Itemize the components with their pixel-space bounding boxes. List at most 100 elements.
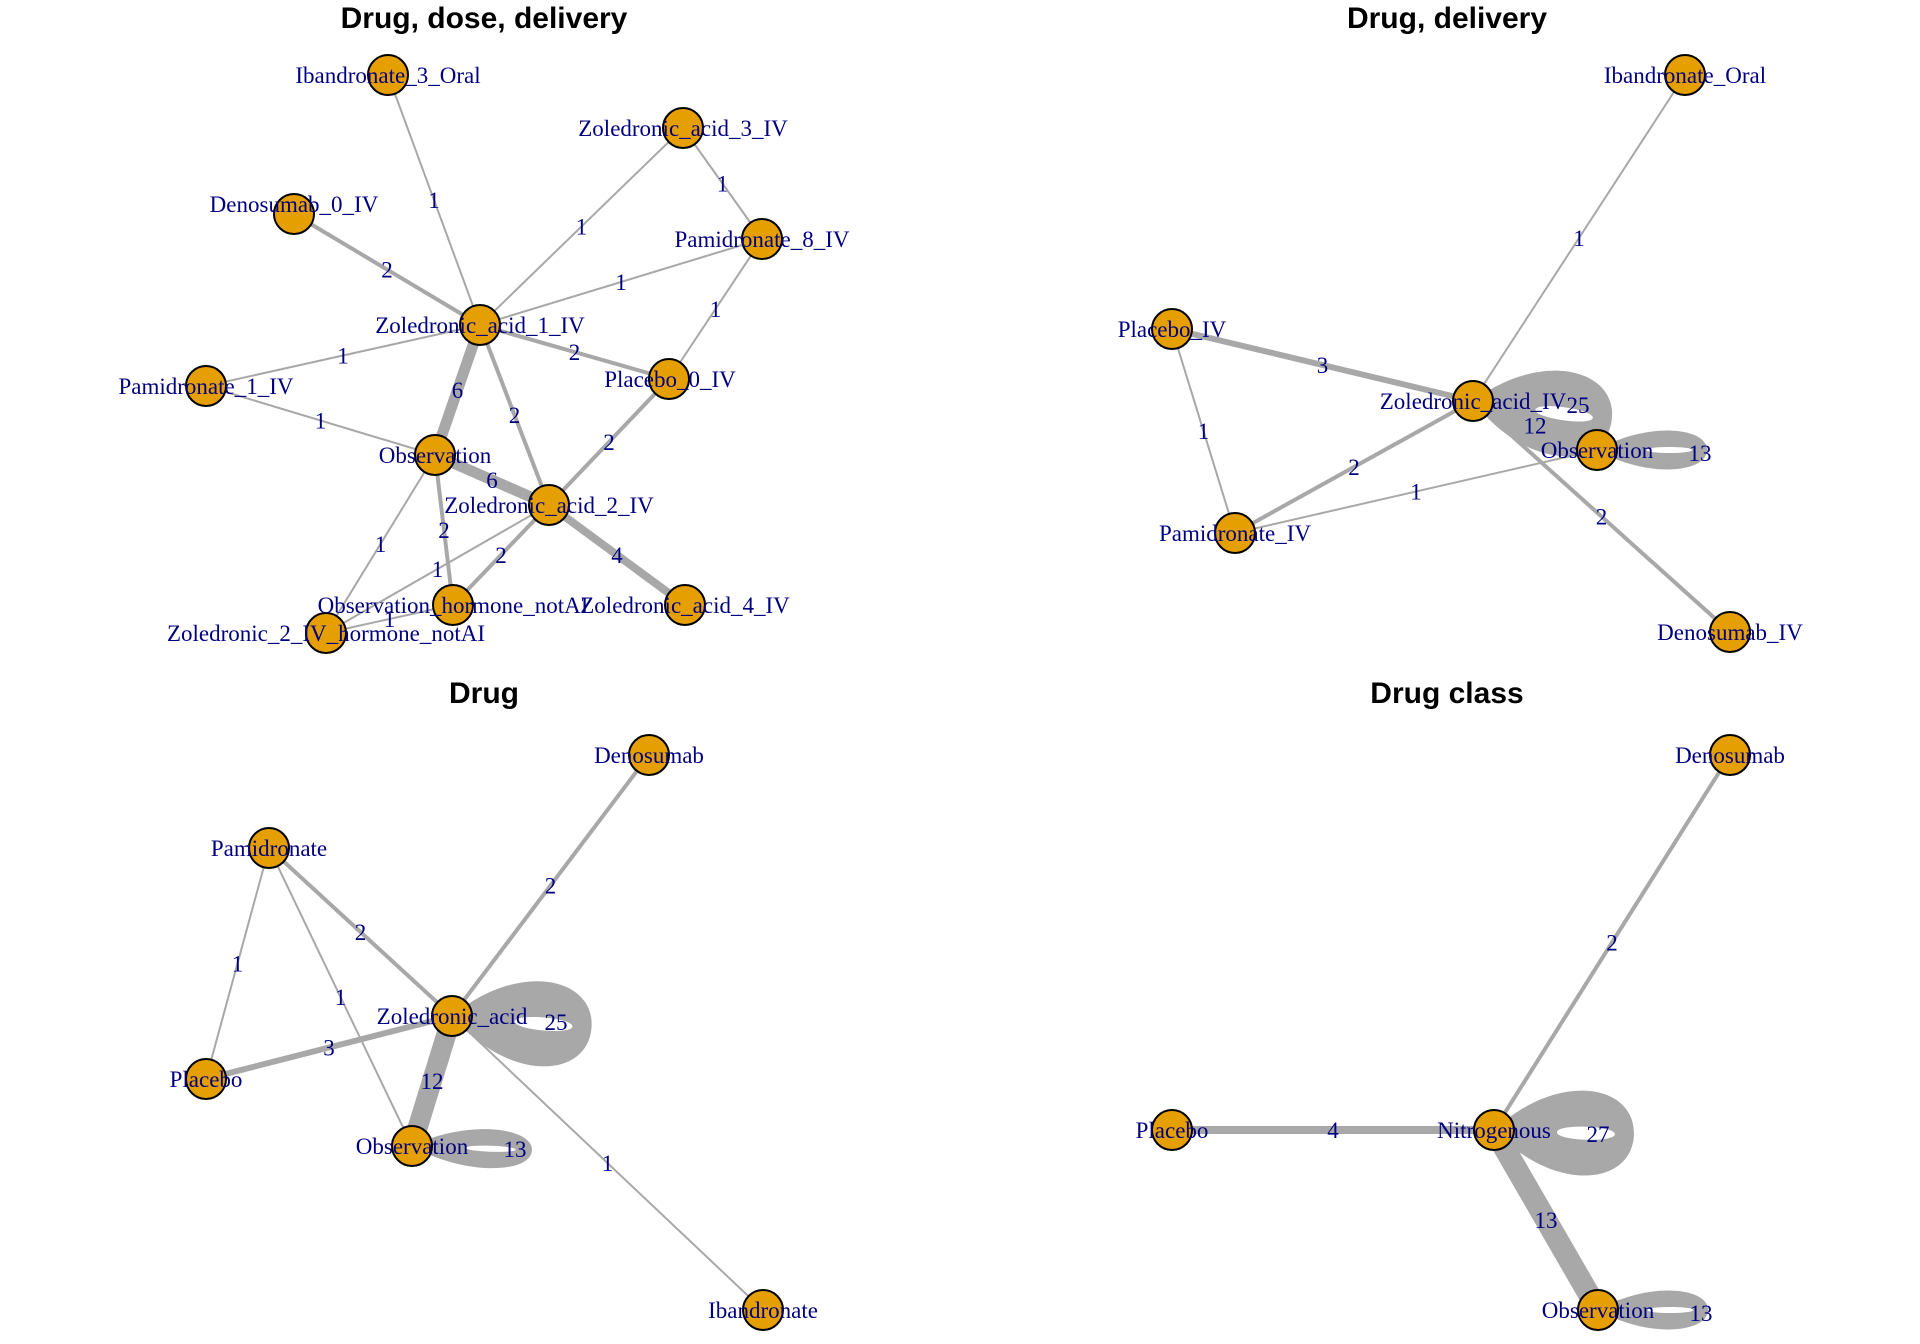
node-denosumab-0-iv [273, 193, 315, 235]
node-label: Denosumab_IV [1657, 620, 1803, 645]
node-denosumab [1709, 734, 1751, 776]
node-denosumab [628, 734, 670, 776]
edge-weight-label: 1 [315, 409, 327, 434]
node-label: Pamidronate_8_IV [674, 227, 849, 252]
edge-layer [205, 753, 764, 1311]
edge-weight-label: 2 [569, 340, 581, 365]
panel-title: Drug [449, 677, 519, 710]
node-label: Observation [379, 443, 492, 468]
node-label: Nitrogenous [1437, 1118, 1551, 1143]
edge-weight-label: 2 [355, 920, 367, 945]
edge-zoledronic-acid-iv-to-denosumab-iv [1471, 399, 1732, 634]
node-label: Placebo_0_IV [604, 367, 736, 392]
edge-weight-label: 1 [384, 607, 396, 632]
edge-observation-to-zoledronic-2-iv-hormone-notai [325, 454, 436, 634]
edge-layer [1172, 753, 1732, 1316]
self-loop-hole [1647, 1307, 1694, 1313]
edge-weight-label: 1 [375, 532, 387, 557]
edge-weight-label: 2 [438, 518, 450, 543]
edge-weight-label: 4 [611, 543, 623, 568]
edge-weight-label: 1 [1573, 226, 1585, 251]
edge-weight-label: 13 [504, 1137, 527, 1162]
node-ibandronate-oral [1664, 54, 1706, 96]
node-label: Ibandronate_Oral [1604, 63, 1766, 88]
edge-layer [205, 74, 763, 634]
node-placebo [185, 1058, 227, 1100]
edge-observation-hormone-notai-to-zoledronic-2-iv-hormone-notai [325, 604, 454, 634]
node-label: Placebo [170, 1067, 243, 1092]
edge-pamidronate-8-iv-to-zoledronic-acid-1-iv [479, 238, 763, 326]
node-nitrogenous [1473, 1109, 1515, 1151]
edge-weight-label: 3 [1317, 353, 1329, 378]
self-loop-hole [514, 1017, 573, 1031]
edge-denosumab-0-iv-to-zoledronic-acid-1-iv [292, 212, 482, 327]
node-label: Zoledronic_2_IV_hormone_notAI [167, 621, 485, 646]
node-label: Observation [1542, 1298, 1655, 1323]
node-label: Observation [1541, 438, 1654, 463]
node-observation [1576, 429, 1618, 471]
edge-weight-label: 2 [509, 403, 521, 428]
node-label: Ibandronate [708, 1298, 818, 1323]
node-pamidronate-iv [1214, 512, 1256, 554]
edge-denosumab-to-nitrogenous [1492, 753, 1732, 1132]
edge-weight-label: 1 [232, 952, 244, 977]
edge-weight-label: 1 [428, 188, 440, 213]
edge-weight-label: 1 [337, 344, 349, 369]
edge-weight-label: 2 [1348, 455, 1360, 480]
node-label: Zoledronic_acid_1_IV [375, 313, 585, 338]
edge-weight-label: 6 [486, 468, 498, 493]
node-placebo-0-iv [648, 358, 690, 400]
edge-observation-to-observation-hormone-notai [433, 454, 455, 606]
node-denosumab-iv [1709, 611, 1751, 653]
node-zoledronic-acid-4-iv [664, 584, 706, 626]
panel-title: Drug, dose, delivery [341, 2, 628, 35]
label-layer: 1 1 1 2 1 1 1 2 6 2 1 2 6 2 1 4 2 1 1 Ibandronate_3_Oral Zol… [118, 63, 849, 646]
edge-pamidronate-to-observation [268, 847, 413, 1147]
node-label: Denosumab_0_IV [210, 192, 379, 217]
label-layer: 221131212513DenosumabPamidronateZoledron… [170, 743, 818, 1323]
edge-nitrogenous-to-observation [1484, 1124, 1608, 1316]
node-label: Denosumab [1675, 743, 1785, 768]
edge-denosumab-to-zoledronic-acid [450, 753, 651, 1018]
edge-weight-label: 2 [381, 258, 393, 283]
edge-pamidronate-iv-to-zoledronic-acid-iv [1234, 399, 1474, 535]
node-placebo [1151, 1109, 1193, 1151]
edge-placebo-iv-to-zoledronic-acid-iv [1171, 326, 1474, 404]
node-label: Zoledronic_acid_IV [1380, 389, 1567, 414]
node-label: Denosumab [594, 743, 704, 768]
edge-weight-label: 1 [1410, 480, 1422, 505]
node-zoledronic-acid-iv [1452, 380, 1494, 422]
edge-weight-label: 1 [432, 557, 444, 582]
panel-drug-class: Drug class 2 4 13 27 13 Denosumab Placebo Nitro… [1136, 677, 1785, 1331]
node-label: Observation [356, 1134, 469, 1159]
node-zoledronic-acid-1-iv [459, 304, 501, 346]
node-observation [414, 434, 456, 476]
node-label: Observation_hormone_notAI [318, 593, 589, 618]
edge-weight-label: 25 [1567, 393, 1590, 418]
node-label: Placebo_IV [1118, 317, 1227, 342]
panel-title: Drug class [1370, 677, 1523, 710]
edge-weight-label: 13 [1690, 1301, 1713, 1326]
node-label: Pamidronate [211, 836, 327, 861]
edge-zoledronic-acid-2-iv-to-zoledronic-2-iv-hormone-notai [325, 504, 550, 634]
edge-weight-label: 2 [1606, 931, 1618, 956]
edge-weight-label: 2 [495, 543, 507, 568]
self-loop-hole [1535, 406, 1593, 422]
self-loop-hole [465, 1145, 516, 1152]
edge-pamidronate-1-iv-to-observation [205, 385, 436, 456]
node-zoledronic-acid-2-iv [528, 484, 570, 526]
node-layer [1151, 54, 1751, 653]
node-ibandronate-3-oral [367, 54, 409, 96]
loop-layer [412, 981, 592, 1169]
node-label: Zoledronic_acid [377, 1004, 528, 1029]
loop-layer [1494, 1090, 1708, 1330]
edge-weight-label: 2 [545, 874, 557, 899]
edge-placebo-to-zoledronic-acid [205, 1013, 453, 1082]
edge-zoledronic-acid-to-ibandronate [451, 1015, 764, 1311]
edge-weight-label: 6 [452, 378, 464, 403]
self-loop-hole [1646, 447, 1693, 453]
node-placebo-iv [1151, 308, 1193, 350]
edge-zoledronic-acid-1-iv-to-zoledronic-acid-2-iv [478, 324, 551, 506]
edge-zoledronic-acid-1-iv-to-placebo-0-iv [479, 323, 670, 381]
